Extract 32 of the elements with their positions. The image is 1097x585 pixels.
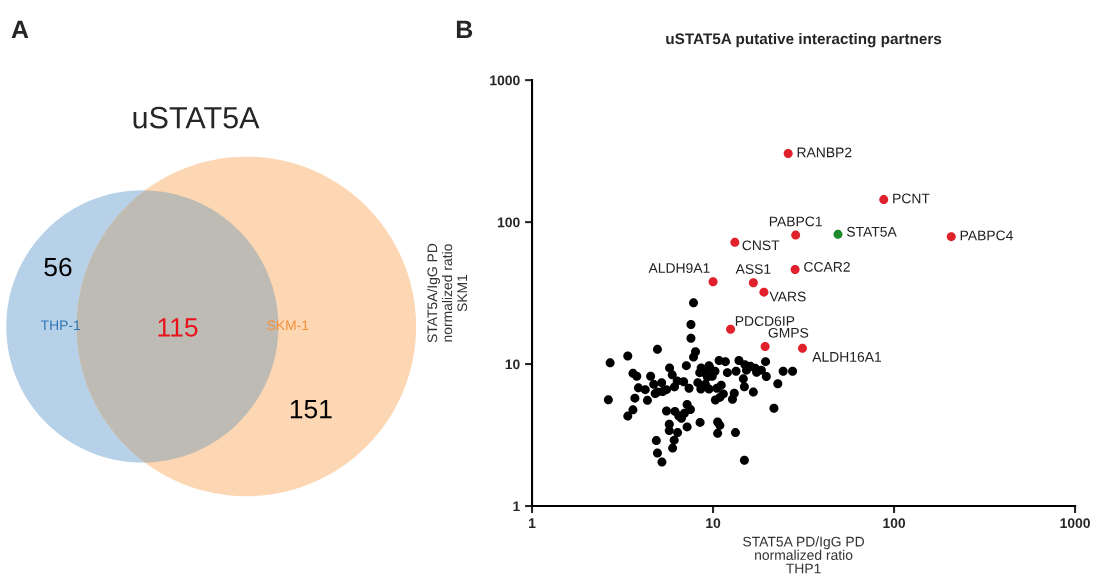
category-label: SKM-1 (267, 320, 309, 331)
annotation: PABPC4 (960, 230, 1013, 241)
annotation: CNST (742, 240, 780, 251)
annotation: PCNT (893, 193, 930, 204)
annotation: VARS (769, 291, 806, 302)
data-label: 56 (44, 257, 72, 277)
text: B (456, 20, 473, 39)
y-tick-label: 1000 (490, 75, 520, 86)
category-label: THP-1 (40, 320, 81, 331)
annotation: ALDH16A1 (812, 351, 882, 362)
y-tick-label: 100 (497, 217, 520, 228)
y-tick-label: 1 (513, 501, 520, 512)
data-label: 151 (290, 400, 332, 419)
text: uSTAT5A (133, 106, 260, 129)
annotation: PABPC1 (769, 216, 822, 227)
x-tick-label: 10 (706, 518, 721, 529)
x-axis-title: STAT5A PD/IgG PD normalized ratio THP1 (743, 536, 864, 574)
annotation: ASS1 (735, 264, 771, 274)
annotation: ALDH9A1 (648, 263, 710, 273)
annotation: STAT5A (846, 226, 897, 237)
x-tick-label: 1 (529, 518, 536, 528)
text: A (11, 20, 29, 39)
y-tick-label: 10 (505, 359, 520, 370)
annotation: PDCD6IP (735, 316, 795, 326)
annotation: GMPS (768, 327, 809, 338)
annotation: CCAR2 (804, 261, 850, 272)
y-axis-title: STAT5A/IgG PD normalized ratio SKM1 (427, 243, 468, 343)
annotation: RANBP2 (797, 147, 852, 158)
x-tick-label: 1000 (1060, 518, 1090, 529)
x-tick-label: 100 (883, 518, 906, 529)
data-label: 115 (158, 318, 198, 337)
chart-title: uSTAT5A putative interacting partners (666, 32, 942, 48)
